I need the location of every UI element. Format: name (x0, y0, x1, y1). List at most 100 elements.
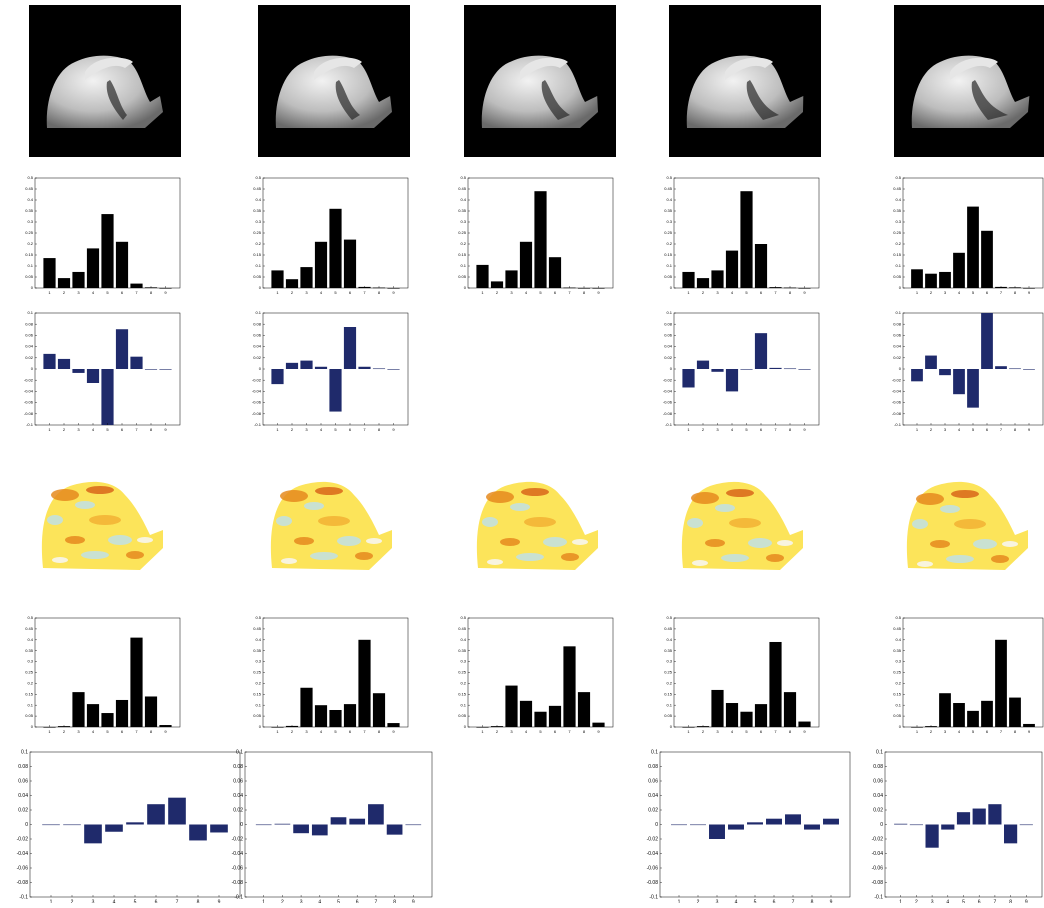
x-tick-label: 5 (337, 899, 340, 903)
bar (909, 824, 923, 826)
x-tick-label: 9 (164, 427, 167, 432)
bar (358, 639, 371, 727)
bar (168, 797, 186, 825)
y-tick-label: 0.35 (253, 648, 262, 653)
statue-body (46, 55, 164, 129)
map-patch (65, 536, 85, 544)
y-tick-label: 0.04 (233, 793, 243, 799)
bar (130, 637, 143, 727)
x-tick-label: 4 (525, 290, 528, 295)
x-tick-label: 2 (63, 729, 66, 734)
y-tick-label: 0.4 (255, 637, 261, 642)
y-tick-label: 0.2 (255, 680, 261, 685)
bar (368, 804, 384, 825)
y-tick-label: 0.3 (27, 219, 33, 224)
x-tick-label: 1 (48, 729, 51, 734)
bar (314, 241, 328, 288)
bar (711, 369, 724, 372)
y-tick-label: 0.35 (664, 208, 673, 213)
statue-photo (894, 5, 1044, 157)
x-tick-label: 5 (745, 290, 748, 295)
x-tick-label: 5 (106, 729, 109, 734)
bar (995, 639, 1007, 727)
map-patch (543, 537, 567, 547)
x-tick-label: 5 (745, 427, 748, 432)
statue-body (911, 55, 1030, 129)
y-tick-label: 0.45 (25, 626, 34, 631)
map-patch (276, 516, 292, 526)
bar (343, 239, 357, 288)
x-tick-label: 1 (916, 290, 919, 295)
y-tick-label: 0.04 (25, 344, 34, 349)
x-tick-label: 4 (958, 427, 961, 432)
map-patch (487, 559, 503, 565)
y-tick-label: 0 (240, 822, 243, 828)
x-tick-label: 8 (150, 427, 153, 432)
x-tick-label: 8 (583, 290, 586, 295)
y-tick-label: 0 (25, 822, 28, 828)
map-patch (748, 538, 772, 548)
x-tick-label: 9 (1028, 729, 1031, 734)
x-tick-label: 1 (678, 899, 681, 903)
bar (372, 368, 386, 370)
y-tick-label: 0.2 (460, 241, 466, 246)
bar (711, 270, 724, 288)
x-tick-label: 2 (915, 899, 918, 903)
map-body (270, 481, 392, 570)
map-patch (482, 517, 498, 527)
y-tick-label: -0.04 (892, 388, 902, 393)
y-tick-label: 0.08 (873, 764, 883, 770)
x-tick-label: 9 (803, 729, 806, 734)
y-tick-label: 0.5 (666, 175, 672, 180)
y-tick-label: 0.15 (458, 691, 467, 696)
map-patch (705, 539, 725, 547)
y-tick-label: 0.4 (460, 197, 466, 202)
bar (405, 824, 422, 826)
x-tick-label: 1 (262, 899, 265, 903)
x-tick-label: 1 (48, 290, 51, 295)
y-tick-label: 0 (899, 285, 902, 290)
y-tick-label: 0 (259, 366, 262, 371)
y-tick-label: 0.25 (25, 670, 34, 675)
x-tick-label: 1 (276, 290, 279, 295)
x-tick-label: 1 (276, 729, 279, 734)
y-tick-label: 0.1 (895, 702, 901, 707)
bar (534, 191, 547, 288)
y-tick-label: -0.04 (872, 851, 884, 857)
x-tick-label: 4 (92, 729, 95, 734)
y-tick-label: 0.45 (664, 626, 673, 631)
y-tick-label: 0.05 (25, 713, 34, 718)
map-patch (315, 487, 343, 495)
axes-frame (902, 617, 1044, 728)
x-tick-label: 6 (760, 427, 763, 432)
x-tick-label: 7 (1000, 427, 1003, 432)
y-tick-label: 0.15 (458, 252, 467, 257)
curvature-map (681, 481, 803, 570)
map-patch (973, 539, 997, 549)
bar (939, 271, 951, 288)
map-patch (47, 515, 63, 525)
bar (981, 313, 993, 369)
map-patch (766, 554, 784, 562)
x-tick-label: 8 (789, 427, 792, 432)
x-tick-label: 6 (773, 899, 776, 903)
y-tick-label: 0.25 (458, 230, 467, 235)
bar (63, 824, 81, 826)
map-patch (75, 501, 95, 509)
bar (1009, 697, 1021, 727)
x-tick-label: 2 (930, 290, 933, 295)
bar (115, 699, 129, 727)
y-tick-label: 0.02 (664, 355, 673, 360)
bar (386, 824, 403, 835)
y-tick-label: 0.02 (648, 807, 658, 813)
y-tick-label: 0.05 (253, 274, 262, 279)
bar (387, 369, 400, 370)
y-tick-label: 0.05 (458, 713, 467, 718)
bar (329, 208, 342, 288)
bar (505, 685, 518, 727)
x-tick-label: 7 (135, 290, 138, 295)
statue-shadow (746, 80, 779, 120)
x-tick-label: 8 (378, 290, 381, 295)
y-tick-label: -0.1 (649, 894, 658, 900)
map-patch (81, 551, 109, 559)
